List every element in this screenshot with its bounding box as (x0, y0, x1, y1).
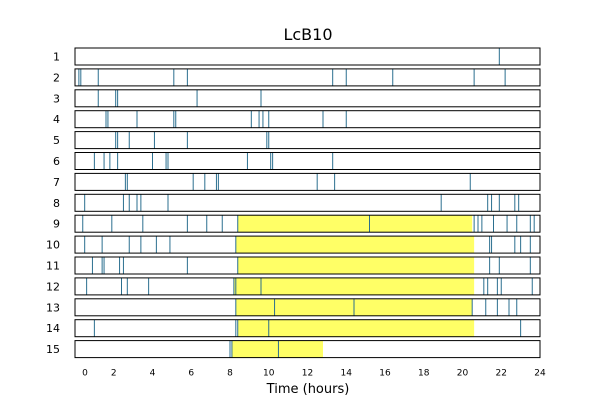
light-period-band (237, 257, 475, 274)
light-period-band (237, 319, 475, 337)
actogram-row: 2 (53, 68, 541, 87)
row-label: 9 (53, 218, 60, 231)
actogram-row: 13 (46, 298, 541, 317)
actogram-row: 3 (53, 89, 541, 108)
actogram-row: 14 (46, 319, 541, 338)
light-period-band (237, 215, 473, 233)
chart-title: LcB10 (283, 25, 332, 44)
row-frame (74, 131, 541, 150)
row-label: 14 (46, 322, 60, 335)
row-label: 6 (53, 155, 60, 168)
row-label: 7 (53, 176, 60, 189)
actogram-row: 1 (53, 47, 541, 66)
row-frame (74, 235, 541, 254)
light-period-band (233, 277, 475, 295)
row-label: 15 (46, 343, 60, 356)
row-frame (74, 172, 541, 191)
row-frame (74, 110, 541, 129)
x-tick-label: 24 (534, 369, 546, 379)
x-tick-label: 10 (263, 369, 275, 379)
actogram-row: 5 (53, 131, 541, 150)
x-tick-label: 22 (496, 369, 507, 379)
light-period-band (235, 236, 475, 254)
row-label: 13 (46, 301, 60, 314)
x-axis-ticks: 0 2 4 6 8 10 12 14 16 18 20 22 24 (82, 369, 546, 379)
row-label: 3 (53, 92, 60, 105)
actogram-row: 9 (53, 214, 541, 233)
row-label: 2 (53, 71, 60, 84)
x-tick-label: 14 (341, 369, 353, 379)
x-tick-label: 2 (111, 369, 117, 379)
row-frame (74, 193, 541, 212)
row-label: 5 (53, 134, 60, 147)
x-tick-label: 0 (82, 369, 88, 379)
actogram-row: 10 (46, 235, 541, 254)
row-label: 1 (53, 51, 60, 64)
x-axis-label: Time (hours) (266, 382, 350, 397)
row-frame (74, 256, 541, 275)
actogram-row: 4 (53, 110, 541, 129)
row-frame (74, 277, 541, 296)
row-label: 12 (46, 280, 60, 293)
row-frame (74, 47, 541, 66)
row-frame (74, 152, 541, 170)
actogram-row: 6 (53, 152, 541, 170)
actogram-row: 8 (53, 193, 541, 212)
x-tick-label: 16 (379, 369, 391, 379)
row-frame (74, 214, 541, 233)
actogram-row: 7 (53, 172, 541, 191)
actogram-row: 12 (46, 277, 541, 296)
actogram-row: 15 (46, 340, 541, 359)
row-frame (74, 298, 541, 317)
x-tick-label: 4 (150, 369, 156, 379)
row-frame (74, 340, 541, 359)
row-label: 10 (46, 239, 60, 252)
row-label: 8 (53, 197, 60, 210)
x-tick-label: 6 (188, 369, 194, 379)
row-frame (74, 319, 541, 338)
row-frame (74, 68, 541, 87)
x-tick-label: 20 (457, 369, 469, 379)
x-tick-label: 8 (227, 369, 233, 379)
actogram-row: 11 (46, 256, 541, 275)
light-period-band (231, 340, 323, 358)
x-tick-label: 12 (302, 369, 313, 379)
row-frame (74, 89, 541, 108)
row-label: 4 (53, 113, 60, 126)
row-label: 11 (46, 260, 60, 273)
x-tick-label: 18 (418, 369, 430, 379)
